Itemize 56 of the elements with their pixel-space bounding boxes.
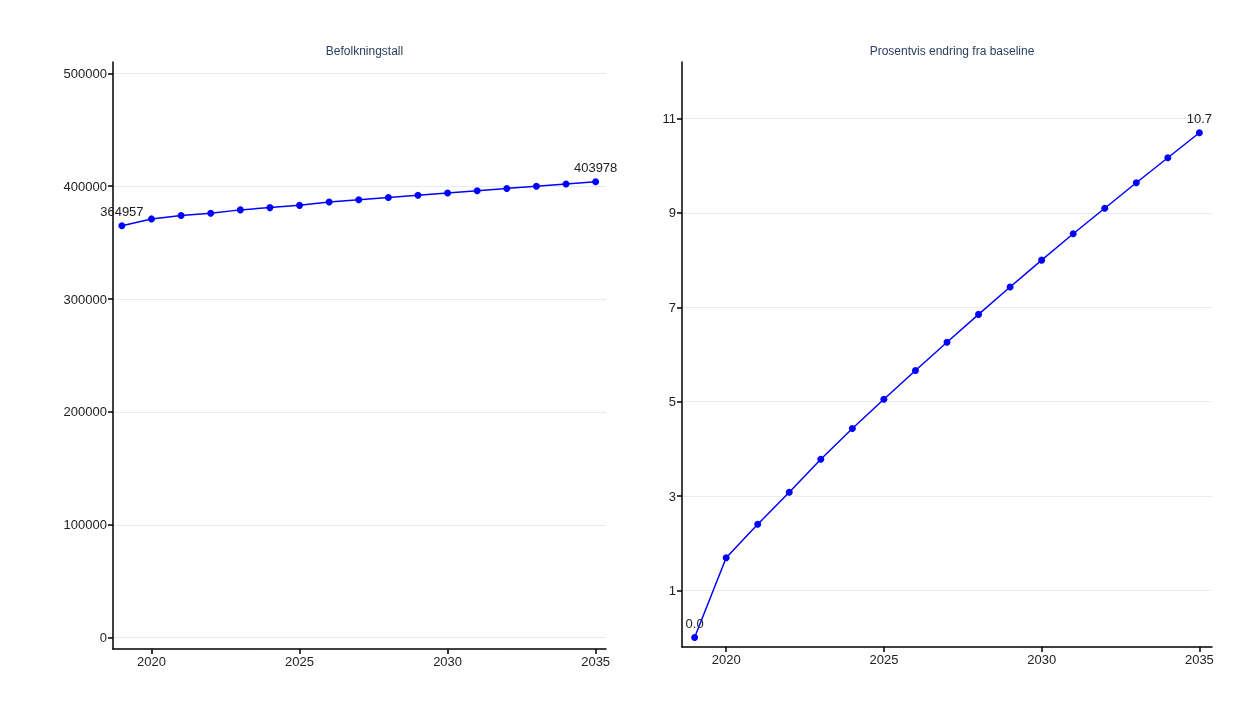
point — [414, 191, 422, 199]
x-tick-label: 2025 — [869, 652, 899, 667]
y-tick-label: 0 — [99, 630, 107, 646]
point — [975, 310, 983, 318]
point — [118, 222, 126, 230]
y-tick-label: 5 — [668, 394, 676, 410]
y-tick-label: 200000 — [63, 404, 107, 420]
point — [1069, 230, 1077, 238]
point — [148, 215, 155, 223]
point — [1101, 204, 1109, 212]
y-tick-label: 7 — [668, 299, 676, 315]
point — [754, 520, 762, 528]
point — [236, 206, 244, 214]
y-tick-label: 100000 — [63, 517, 107, 533]
point — [817, 455, 825, 463]
y-tick-label: 3 — [668, 488, 676, 504]
point — [444, 189, 452, 197]
chart-title: Befolkningstall — [325, 44, 404, 58]
point — [785, 488, 793, 496]
y-tick-label: 1 — [668, 582, 676, 598]
x-tick-label: 2035 — [1184, 652, 1214, 667]
point — [177, 212, 185, 220]
y-tick-label: 500000 — [63, 65, 107, 81]
point — [532, 182, 540, 190]
point — [1195, 129, 1203, 137]
point — [1164, 154, 1172, 162]
data-label: 10.7 — [1186, 111, 1213, 127]
x-tick-label: 2020 — [137, 654, 166, 669]
point — [473, 187, 481, 195]
point — [384, 193, 392, 201]
point — [355, 196, 363, 204]
x-tick-label: 2025 — [285, 654, 314, 669]
point — [691, 634, 699, 642]
point — [503, 184, 511, 192]
x-tick-label: 2030 — [433, 654, 463, 669]
point — [943, 338, 951, 346]
point — [911, 367, 919, 375]
point — [848, 425, 856, 433]
point — [880, 395, 888, 403]
y-tick-label: 400000 — [63, 178, 107, 194]
point — [266, 204, 274, 212]
data-label: 403978 — [573, 160, 618, 176]
point — [325, 198, 333, 206]
point — [1132, 179, 1140, 187]
y-tick-label: 300000 — [63, 291, 107, 307]
point — [722, 554, 730, 562]
point — [296, 201, 304, 209]
point — [592, 178, 600, 186]
x-tick-label: 2030 — [1027, 652, 1057, 667]
x-tick-label: 2035 — [581, 654, 611, 669]
y-tick-label: 9 — [668, 205, 676, 221]
point — [207, 209, 215, 217]
point — [1038, 256, 1046, 264]
y-tick-label: 11 — [662, 111, 676, 127]
chart-title: Prosentvis endring fra baseline — [869, 44, 1035, 58]
x-tick-label: 2020 — [711, 652, 741, 667]
